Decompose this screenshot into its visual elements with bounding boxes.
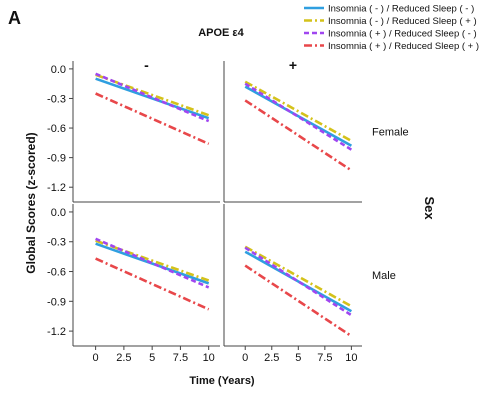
series-line: [95, 257, 210, 311]
y-tick-label: -1.2: [47, 326, 66, 338]
legend-label: Insomnia ( + ) / Reduced Sleep ( - ): [328, 29, 477, 40]
legend-label: Insomnia ( - ) / Reduced Sleep ( - ): [328, 4, 474, 15]
row-label: Male: [372, 270, 396, 282]
row-label: Female: [372, 127, 409, 139]
series-line: [244, 250, 353, 313]
series-line: [244, 246, 353, 317]
x-tick-label: 10: [203, 352, 215, 364]
series-line: [95, 242, 210, 285]
x-tick-label: 10: [345, 352, 357, 364]
col-facet-title: APOE ε4: [198, 27, 244, 39]
panel: 0.0 -0.3 -0.6 -0.9 -1.2 0 2.5 5 7.5 10: [47, 204, 220, 364]
y-tick-label: -0.9: [47, 296, 66, 308]
y-tick-label: -0.6: [47, 123, 66, 135]
panel-label: A: [8, 8, 21, 28]
series-line: [244, 85, 353, 147]
x-tick-label: 7.5: [317, 352, 332, 364]
col-label: -: [144, 57, 149, 73]
series-line: [95, 72, 210, 123]
x-tick-label: 0: [242, 352, 248, 364]
y-tick-label: -0.6: [47, 267, 66, 279]
panel: 0 2.5 5 7.5 10: [223, 204, 362, 364]
x-tick-label: 5: [295, 352, 301, 364]
y-tick-label: -0.3: [47, 237, 66, 249]
x-tick-label: 7.5: [173, 352, 188, 364]
series-line: [244, 245, 353, 308]
y-axis-label: Global Scores (z-scored): [24, 132, 38, 273]
y-tick-label: 0.0: [51, 207, 66, 219]
row-facet-title: Sex: [422, 196, 437, 220]
series-line: [244, 264, 353, 338]
series-line: [244, 82, 353, 151]
series-line: [244, 80, 353, 143]
legend: Insomnia ( - ) / Reduced Sleep ( - )Inso…: [304, 4, 479, 52]
y-tick-label: -0.9: [47, 153, 66, 165]
x-tick-label: 0: [93, 352, 99, 364]
y-tick-label: 0.0: [51, 64, 66, 76]
x-tick-label: 5: [149, 352, 155, 364]
x-tick-label: 2.5: [264, 352, 279, 364]
legend-label: Insomnia ( + ) / Reduced Sleep ( + ): [328, 41, 479, 52]
x-tick-label: 2.5: [116, 352, 131, 364]
series-line: [95, 237, 210, 289]
series-line: [244, 99, 353, 172]
x-axis-label: Time (Years): [189, 375, 255, 387]
y-tick-label: -1.2: [47, 182, 66, 194]
y-tick-label: -0.3: [47, 93, 66, 105]
panel: [223, 61, 362, 203]
series-line: [95, 92, 210, 145]
panel: 0.0 -0.3 -0.6 -0.9 -1.2: [47, 61, 220, 203]
col-label: +: [289, 57, 297, 73]
series-line: [95, 77, 210, 120]
plot-panels: - + Female Male 0.0 -0.3 -0.6 -0.9 -1.2 0.0 -0.3 -0…: [47, 57, 409, 364]
legend-label: Insomnia ( - ) / Reduced Sleep ( + ): [328, 16, 477, 27]
